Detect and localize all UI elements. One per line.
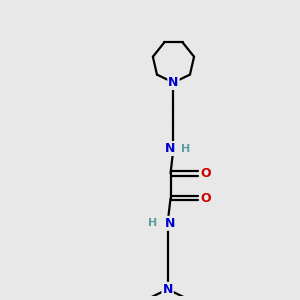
Text: O: O [200, 167, 211, 180]
Text: N: N [168, 76, 178, 89]
Text: H: H [148, 218, 157, 228]
Text: O: O [200, 192, 211, 205]
Text: N: N [162, 283, 173, 296]
Text: N: N [165, 217, 175, 230]
Text: H: H [181, 143, 190, 154]
Text: N: N [165, 142, 175, 155]
